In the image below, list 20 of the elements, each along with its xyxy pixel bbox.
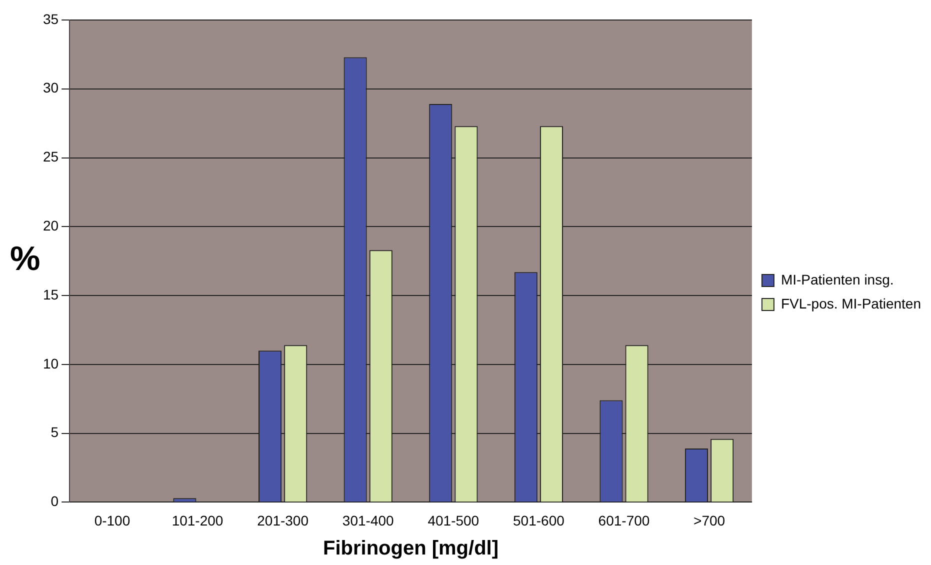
legend-label: MI-Patienten insg. [780,271,894,288]
x-tick-label: 0-100 [94,512,130,528]
y-tick-label: 30 [42,80,59,96]
x-tick-label: >700 [694,512,726,528]
legend-label: FVL-pos. MI-Patienten [780,295,921,312]
x-tick-label: 301-400 [342,512,394,528]
y-tick-label: 10 [42,355,59,372]
y-tick-label: 35 [42,10,59,27]
x-tick-label: 601-700 [598,512,650,528]
x-axis-title: Fibrinogen [mg/dl] [322,538,499,560]
x-tick-label: 501-600 [513,512,565,528]
y-tick-label: 0 [50,493,59,510]
y-tick-label: 5 [50,424,59,440]
x-tick-label: 401-500 [428,512,480,528]
y-axis-title: % [10,240,40,279]
x-tick-label: 101-200 [172,512,224,528]
y-tick-label: 15 [42,286,59,302]
x-tick-label: 201-300 [257,512,309,528]
y-tick-label: 20 [42,218,59,234]
y-tick-label: 25 [42,148,59,165]
